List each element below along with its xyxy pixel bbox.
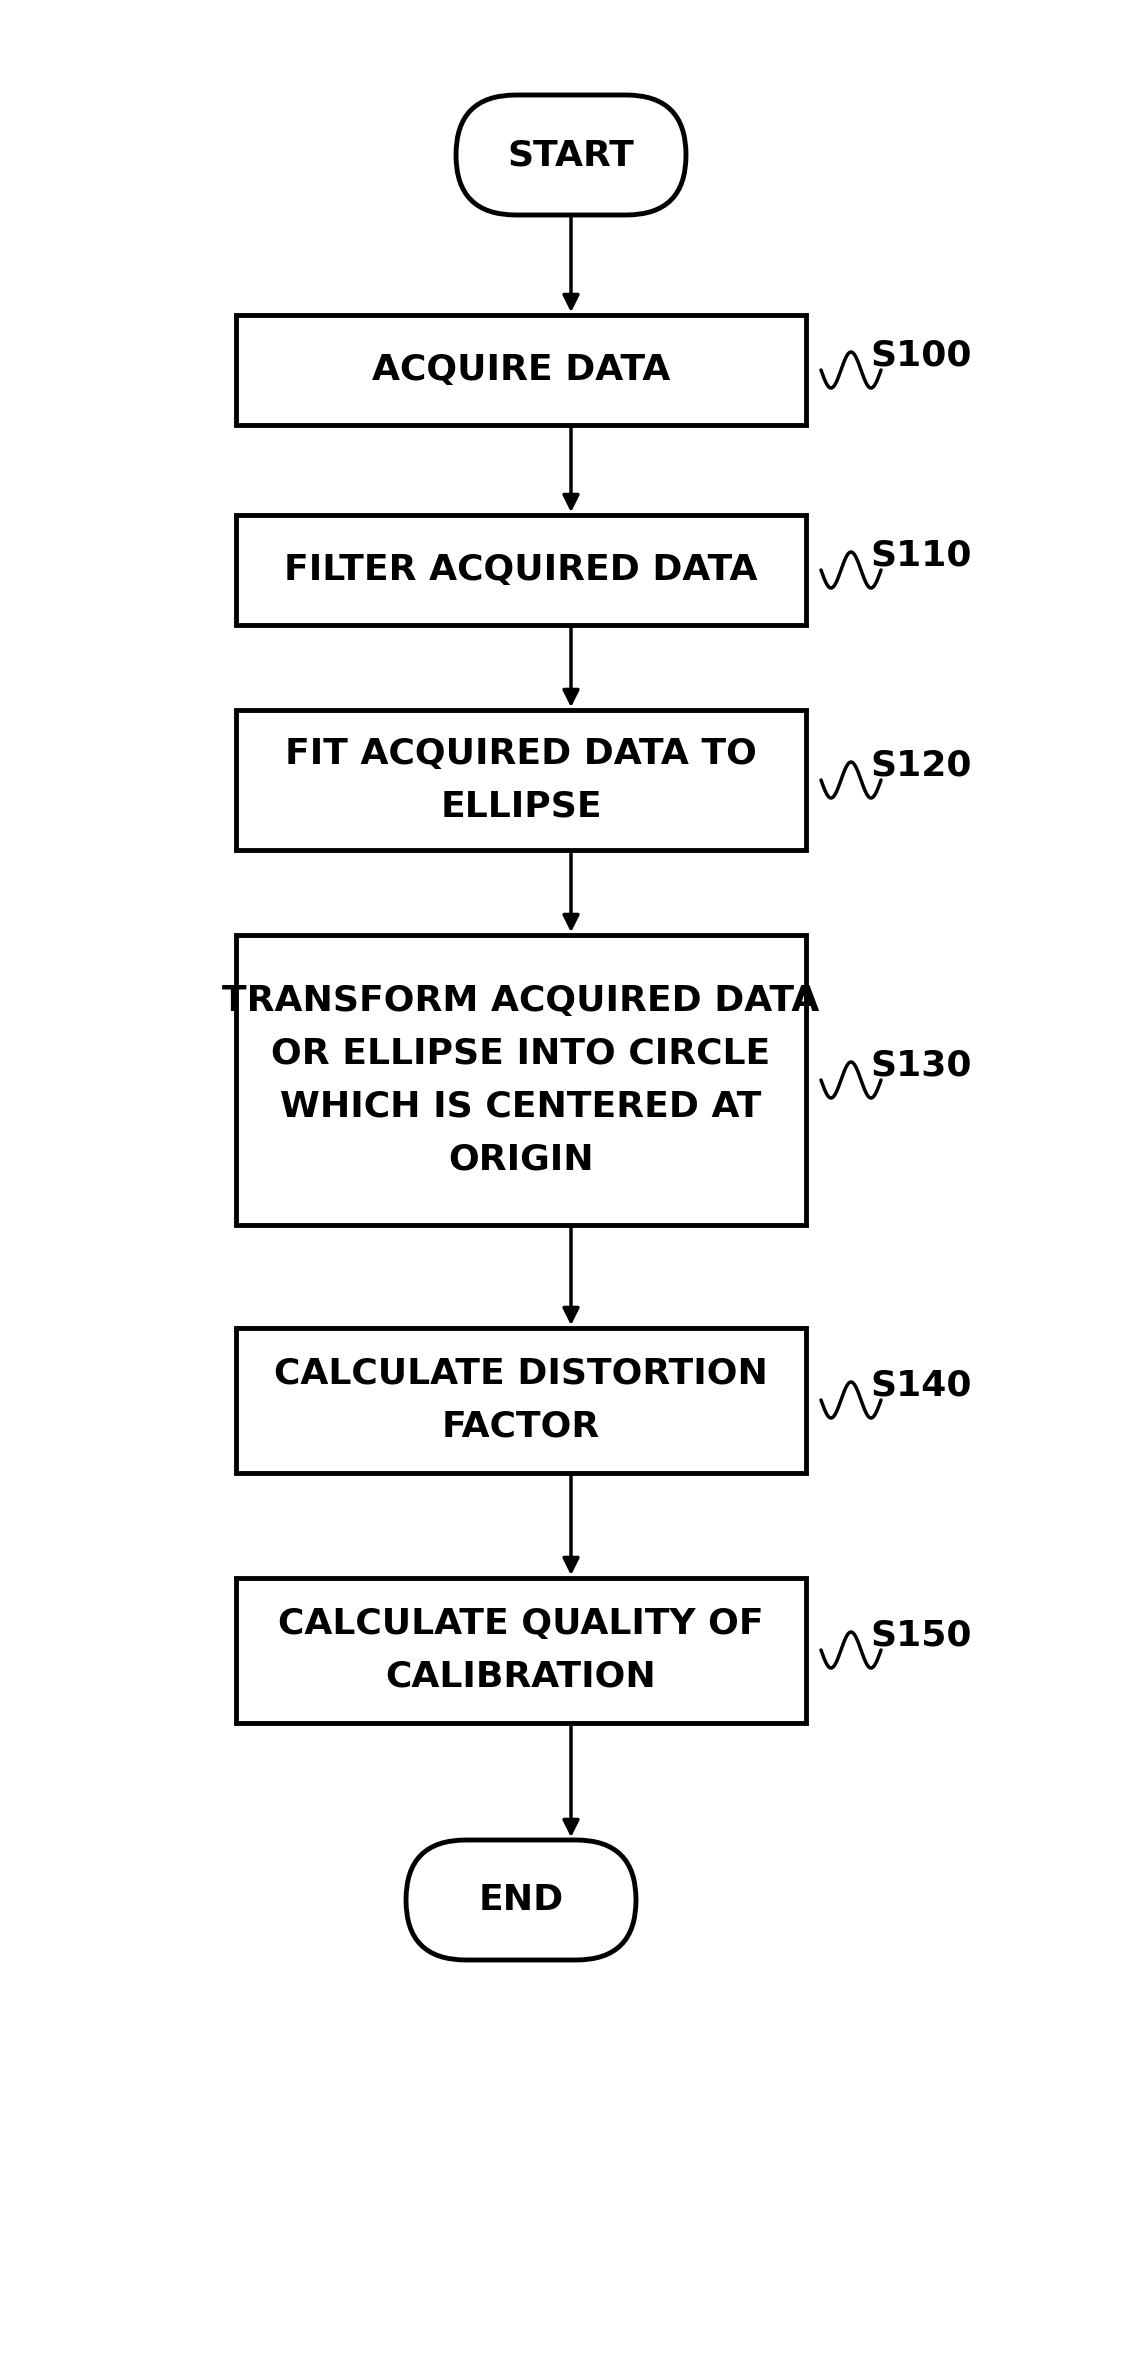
FancyBboxPatch shape	[236, 710, 806, 850]
Text: TRANSFORM ACQUIRED DATA
OR ELLIPSE INTO CIRCLE
WHICH IS CENTERED AT
ORIGIN: TRANSFORM ACQUIRED DATA OR ELLIPSE INTO …	[223, 983, 820, 1177]
Text: START: START	[507, 137, 635, 173]
Text: S100: S100	[870, 339, 972, 372]
Text: END: END	[478, 1883, 563, 1918]
FancyBboxPatch shape	[236, 935, 806, 1224]
FancyBboxPatch shape	[236, 315, 806, 424]
Text: ACQUIRE DATA: ACQUIRE DATA	[372, 353, 670, 386]
FancyBboxPatch shape	[236, 514, 806, 625]
Text: S110: S110	[870, 538, 972, 573]
Text: S150: S150	[870, 1617, 972, 1653]
FancyBboxPatch shape	[407, 1840, 636, 1961]
FancyBboxPatch shape	[236, 1328, 806, 1473]
Text: CALCULATE DISTORTION
FACTOR: CALCULATE DISTORTION FACTOR	[274, 1357, 767, 1444]
Text: FIT ACQUIRED DATA TO
ELLIPSE: FIT ACQUIRED DATA TO ELLIPSE	[286, 736, 757, 824]
Text: S130: S130	[870, 1049, 972, 1082]
FancyBboxPatch shape	[236, 1577, 806, 1722]
Text: S140: S140	[870, 1369, 972, 1402]
Text: FILTER ACQUIRED DATA: FILTER ACQUIRED DATA	[284, 554, 758, 587]
Text: CALCULATE QUALITY OF
CALIBRATION: CALCULATE QUALITY OF CALIBRATION	[279, 1606, 764, 1693]
Text: S120: S120	[870, 748, 972, 781]
FancyBboxPatch shape	[456, 95, 686, 215]
